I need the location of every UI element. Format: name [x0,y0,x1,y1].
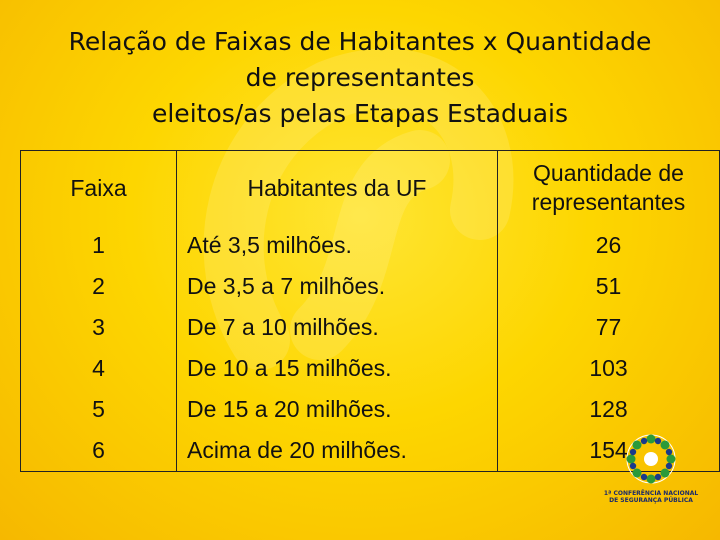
habitantes-cell: De 15 a 20 milhões. [176,389,498,430]
habitantes-cell: De 3,5 a 7 milhões. [176,266,498,307]
table-row: 2 De 3,5 a 7 milhões. 51 [20,266,720,307]
quantidade-cell: 77 [497,307,720,348]
table-row: 4 De 10 a 15 milhões. 103 [20,348,720,389]
habitantes-cell: Acima de 20 milhões. [176,430,498,472]
faixa-cell: 4 [20,348,177,389]
slide-title: Relação de Faixas de Habitantes x Quanti… [20,24,700,132]
habitantes-cell: De 10 a 15 milhões. [176,348,498,389]
habitantes-cell: Até 3,5 milhões. [176,225,498,266]
table-header-row: Faixa Habitantes da UF Quantidade de rep… [20,150,720,225]
logo-caption-line-1: 1ª CONFERÊNCIA NACIONAL [603,490,699,497]
representatives-table: Faixa Habitantes da UF Quantidade de rep… [20,150,720,472]
header-habitantes: Habitantes da UF [176,150,498,225]
quantidade-cell: 154 [497,430,720,472]
header-quantidade-line-1: Quantidade de [533,160,684,186]
quantidade-cell: 51 [497,266,720,307]
table-row: 6 Acima de 20 milhões. 154 [20,430,720,472]
faixa-cell: 2 [20,266,177,307]
header-faixa: Faixa [20,150,177,225]
title-line-1: Relação de Faixas de Habitantes x Quanti… [68,27,652,56]
table-row: 3 De 7 a 10 milhões. 77 [20,307,720,348]
quantidade-cell: 128 [497,389,720,430]
conference-logo: 1ª CONFERÊNCIA NACIONAL DE SEGURANÇA PÚB… [596,430,706,510]
habitantes-cell: De 7 a 10 milhões. [176,307,498,348]
table-row: 1 Até 3,5 milhões. 26 [20,225,720,266]
title-line-2: de representantes [245,63,475,92]
quantidade-cell: 103 [497,348,720,389]
quantidade-cell: 26 [497,225,720,266]
title-line-3: eleitos/as pelas Etapas Estaduais [151,99,568,128]
faixa-cell: 3 [20,307,177,348]
table-row: 5 De 15 a 20 milhões. 128 [20,389,720,430]
conference-logo-icon [626,434,676,484]
faixa-cell: 6 [20,430,177,472]
logo-caption: 1ª CONFERÊNCIA NACIONAL DE SEGURANÇA PÚB… [596,490,706,504]
faixa-cell: 5 [20,389,177,430]
faixa-cell: 1 [20,225,177,266]
header-quantidade-line-2: representantes [531,189,686,215]
header-quantidade: Quantidade de representantes [497,150,720,225]
logo-caption-line-2: DE SEGURANÇA PÚBLICA [609,497,693,504]
